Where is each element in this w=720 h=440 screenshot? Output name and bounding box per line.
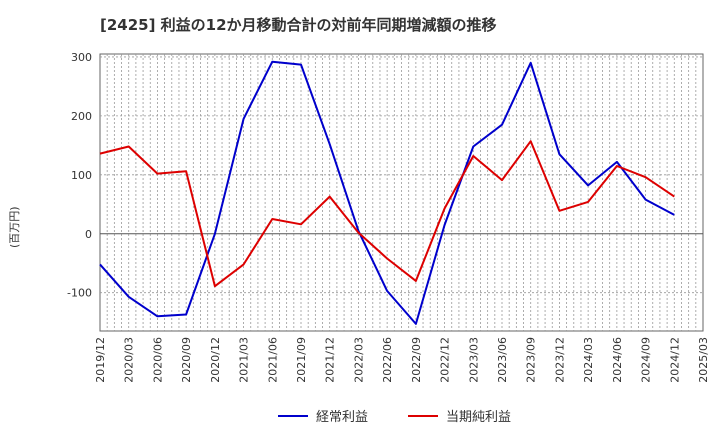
x-tick-label: 2021/09 bbox=[295, 337, 308, 383]
series-line-2 bbox=[99, 140, 675, 288]
grid-layer bbox=[100, 54, 703, 331]
legend-label-2: 当期純利益 bbox=[446, 410, 511, 425]
x-tick-label: 2021/06 bbox=[266, 337, 279, 383]
x-tick-label: 2020/09 bbox=[180, 337, 193, 383]
series-line-1 bbox=[99, 60, 675, 325]
plot-area bbox=[99, 53, 704, 332]
x-tick-label: 2021/12 bbox=[324, 337, 337, 383]
y-tick-label: 200 bbox=[71, 110, 92, 123]
x-tick-label: 2024/12 bbox=[668, 337, 681, 383]
x-tick-label: 2024/03 bbox=[582, 337, 595, 383]
y-tick-label: 100 bbox=[71, 169, 92, 182]
x-tick-label: 2023/12 bbox=[553, 337, 566, 383]
x-tick-label: 2023/03 bbox=[467, 337, 480, 383]
x-tick-label: 2022/12 bbox=[439, 337, 452, 383]
x-tick-label: 2025/03 bbox=[697, 337, 710, 383]
y-tick-label: 300 bbox=[71, 51, 92, 64]
chart-title: [2425] 利益の12か月移動合計の対前年同期増減額の推移 bbox=[100, 16, 497, 34]
x-tick-label: 2023/06 bbox=[496, 337, 509, 383]
x-tick-label: 2024/06 bbox=[611, 337, 624, 383]
x-tick-label: 2020/06 bbox=[151, 337, 164, 383]
y-tick-label: -100 bbox=[67, 287, 92, 300]
x-tick-label: 2020/03 bbox=[123, 337, 136, 383]
tick-layer: 300 200 100 0 -100 2019/12 2020/03 2020/06 2020/… bbox=[67, 51, 710, 383]
legend-label-1: 経常利益 bbox=[316, 410, 368, 425]
x-tick-label: 2022/09 bbox=[410, 337, 423, 383]
y-tick-label: 0 bbox=[85, 228, 92, 241]
x-tick-label: 2022/06 bbox=[381, 337, 394, 383]
x-tick-label: 2019/12 bbox=[94, 337, 107, 383]
x-tick-label: 2022/03 bbox=[352, 337, 365, 383]
series-layer bbox=[99, 60, 675, 325]
x-tick-label: 2021/03 bbox=[238, 337, 251, 383]
x-tick-label: 2024/09 bbox=[640, 337, 653, 383]
x-tick-label: 2023/09 bbox=[525, 337, 538, 383]
x-tick-label: 2020/12 bbox=[209, 337, 222, 383]
legend: 経常利益 当期純利益 bbox=[278, 410, 511, 425]
